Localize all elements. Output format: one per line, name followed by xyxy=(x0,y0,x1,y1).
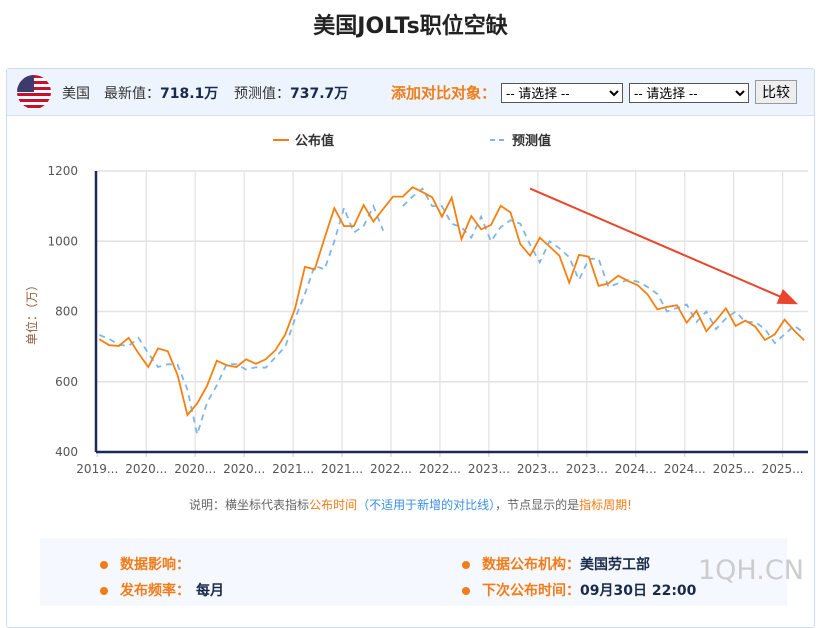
latest-number: 718.1万 xyxy=(160,86,219,102)
actual-line xyxy=(98,186,805,418)
note-highlight-period: 指标周期 xyxy=(579,498,628,512)
x-tick-label: 2023... xyxy=(517,462,559,476)
page-title: 美国JOLTs职位空缺 xyxy=(313,14,508,39)
info-org: 数据公布机构：美国劳工部 xyxy=(462,554,650,574)
forecast-number: 737.7万 xyxy=(290,86,349,102)
x-tick-label: 2021... xyxy=(272,462,314,476)
info-box: 数据影响： 发布频率： 每月 数据公布机构：美国劳工部 下次公布时间：09月30日… xyxy=(40,538,787,606)
compare-select-1[interactable]: -- 请选择 -- xyxy=(501,83,623,103)
legend-actual[interactable]: 公布值 xyxy=(295,133,334,149)
next-value: 09月30日 22:00 xyxy=(580,583,697,599)
info-next: 下次公布时间：09月30日 22:00 xyxy=(462,580,696,600)
freq-value: 每月 xyxy=(196,583,224,599)
bullet-icon xyxy=(100,561,108,569)
y-tick-label: 1000 xyxy=(47,234,78,248)
compare-select-2[interactable]: -- 请选择 -- xyxy=(629,83,749,103)
y-axis-label: 单位：（万） xyxy=(24,279,39,345)
forecast-line xyxy=(98,187,805,438)
line-chart: 400 600 800 1000 1200 2019... 2020... 2020... 20… xyxy=(24,133,808,476)
forecast-value: 预测值：737.7万 xyxy=(234,83,348,103)
org-label: 数据公布机构： xyxy=(482,557,580,573)
x-tick-label: 2024... xyxy=(615,462,657,476)
note-highlight-compare: （不适用于新增的对比线） xyxy=(357,498,496,512)
chart-note: 说明：横坐标代表指标公布时间（不适用于新增的对比线），节点显示的是指标周期! xyxy=(0,496,821,513)
watermark: 1QH.CN xyxy=(698,555,804,586)
info-impact: 数据影响： xyxy=(100,554,190,574)
compare-button[interactable]: 比较 xyxy=(755,80,797,104)
country-name: 美国 xyxy=(62,86,90,102)
y-tick-label: 400 xyxy=(55,445,78,459)
bullet-icon xyxy=(100,587,108,595)
legend-forecast[interactable]: 预测值 xyxy=(512,133,551,149)
latest-value: 最新值：718.1万 xyxy=(104,83,218,103)
indicator-panel: 美国 最新值：718.1万 预测值：737.7万 添加对比对象： -- 请选择 … xyxy=(6,68,815,628)
y-tick-label: 1200 xyxy=(47,164,78,178)
y-tick-label: 800 xyxy=(55,305,78,319)
next-label: 下次公布时间： xyxy=(482,583,580,599)
forecast-label: 预测值： xyxy=(234,86,290,102)
note-text: 说明：横坐标代表指标 xyxy=(189,498,310,512)
impact-label: 数据影响： xyxy=(120,557,190,573)
x-tick-label: 2022... xyxy=(419,462,461,476)
x-tick-label: 2023... xyxy=(566,462,608,476)
compare-label: 添加对比对象： xyxy=(391,84,497,102)
x-tick-label: 2020... xyxy=(174,462,216,476)
y-tick-label: 600 xyxy=(55,375,78,389)
org-value: 美国劳工部 xyxy=(580,557,650,573)
x-tick-label: 2025... xyxy=(713,462,755,476)
trend-arrow xyxy=(529,187,799,305)
note-exclaim: ! xyxy=(627,498,632,512)
latest-label: 最新值： xyxy=(104,86,160,102)
x-tick-label: 2023... xyxy=(468,462,510,476)
note-highlight-time: 公布时间 xyxy=(309,498,358,512)
note-text-2: ，节点显示的是 xyxy=(495,498,580,512)
x-tick-label: 2025... xyxy=(762,462,804,476)
x-tick-label: 2020... xyxy=(223,462,265,476)
us-flag-icon xyxy=(17,75,51,109)
info-frequency: 发布频率： 每月 xyxy=(100,580,224,600)
bullet-icon xyxy=(462,587,470,595)
bullet-icon xyxy=(462,561,470,569)
x-tick-label: 2022... xyxy=(370,462,412,476)
x-tick-label: 2019... xyxy=(76,462,118,476)
x-tick-label: 2020... xyxy=(125,462,167,476)
freq-label: 发布频率： xyxy=(120,583,190,599)
x-tick-label: 2024... xyxy=(664,462,706,476)
panel-header: 美国 最新值：718.1万 预测值：737.7万 添加对比对象： -- 请选择 … xyxy=(7,69,814,116)
x-tick-label: 2021... xyxy=(321,462,363,476)
